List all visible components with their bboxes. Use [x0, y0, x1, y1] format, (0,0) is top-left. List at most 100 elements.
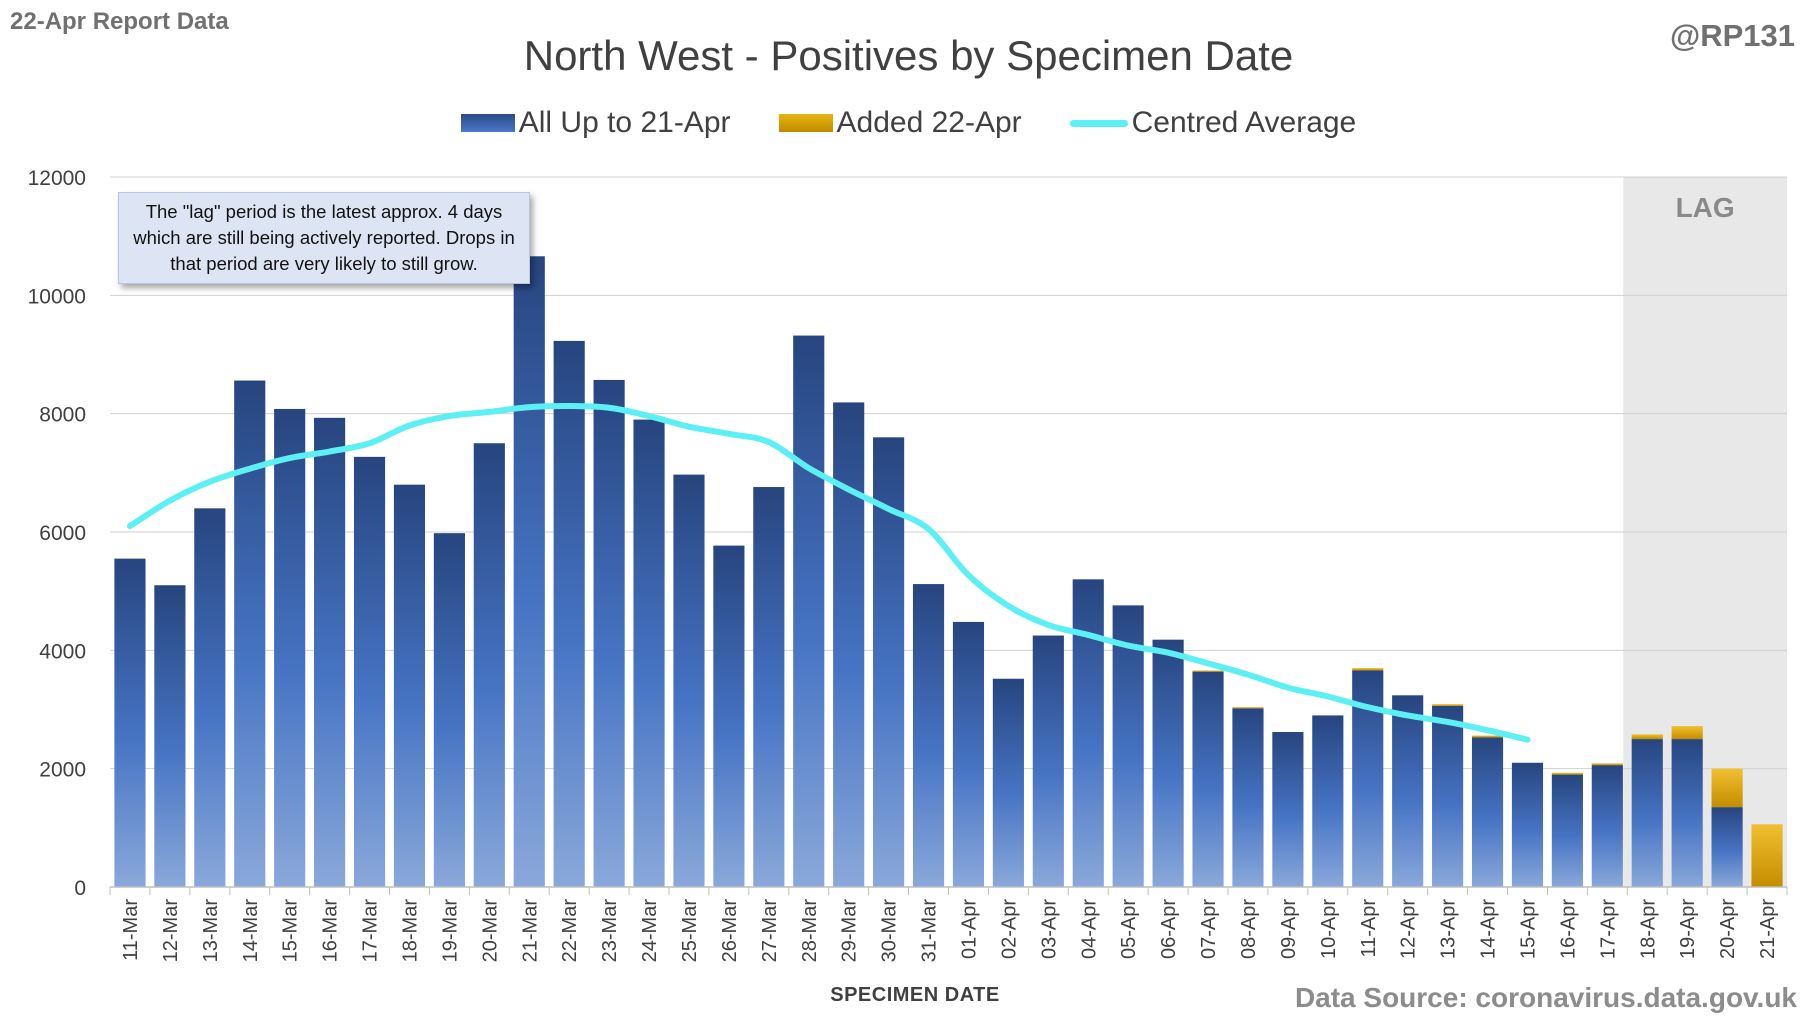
bar-added-17-Apr: [1591, 763, 1623, 766]
x-tick-label: 13-Apr: [1438, 899, 1460, 959]
legend-item-added: Added 22-Apr: [778, 106, 1022, 140]
x-tick-label: 10-Apr: [1318, 899, 1340, 959]
bar-base-04-Apr: [1072, 579, 1104, 887]
x-tick-label: 15-Mar: [280, 899, 302, 963]
bar-base-03-Apr: [1032, 635, 1064, 887]
bar-base-06-Apr: [1152, 639, 1184, 887]
y-tick-label: 0: [74, 877, 86, 900]
y-tick-label: 4000: [39, 640, 86, 663]
legend-swatch-added: [778, 114, 833, 132]
bar-base-29-Mar: [833, 402, 865, 887]
x-tick-label: 03-Apr: [1038, 899, 1060, 959]
bar-base-20-Apr: [1711, 807, 1743, 887]
bar-base-08-Apr: [1232, 708, 1264, 887]
bar-base-21-Mar: [513, 256, 545, 887]
bars: [114, 256, 1783, 888]
x-tick-label: 21-Mar: [519, 899, 541, 963]
legend-label-base: All Up to 21-Apr: [518, 106, 731, 139]
x-tick-label: 19-Mar: [439, 899, 461, 963]
bar-base-19-Apr: [1671, 739, 1703, 887]
x-tick-label: 04-Apr: [1078, 899, 1100, 959]
bar-base-19-Mar: [433, 533, 465, 887]
bar-base-05-Apr: [1112, 605, 1144, 887]
x-tick-label: 16-Mar: [320, 899, 342, 963]
x-tick-label: 25-Mar: [679, 899, 701, 963]
bar-base-12-Mar: [154, 585, 186, 887]
bar-base-10-Apr: [1312, 715, 1344, 887]
bar-added-11-Apr: [1352, 668, 1384, 671]
x-tick-label: 19-Apr: [1677, 899, 1699, 959]
bar-base-27-Mar: [753, 487, 785, 887]
author-handle: @RP131: [1669, 18, 1795, 53]
bar-added-14-Apr: [1471, 735, 1504, 738]
bar-base-23-Mar: [593, 379, 625, 887]
x-tick-label: 18-Mar: [399, 899, 421, 963]
x-tick-label: 09-Apr: [1278, 899, 1300, 959]
bar-base-14-Apr: [1471, 737, 1504, 887]
bar-base-24-Mar: [633, 419, 665, 887]
bar-base-11-Mar: [114, 558, 146, 887]
x-tick-label: 22-Mar: [559, 899, 581, 963]
lag-annotation-box: The "lag" period is the latest approx. 4…: [118, 192, 530, 284]
bar-base-14-Mar: [234, 380, 266, 887]
x-axis-label: SPECIMEN DATE: [830, 984, 1000, 1006]
bar-base-16-Apr: [1551, 774, 1583, 887]
legend: All Up to 21-Apr Added 22-Apr Centred Av…: [0, 106, 1817, 140]
bar-base-13-Apr: [1432, 705, 1464, 887]
x-tick-label: 20-Apr: [1717, 899, 1739, 959]
legend-label-average: Centred Average: [1131, 106, 1357, 139]
gridlines: [110, 176, 1787, 770]
x-tick-label: 14-Apr: [1478, 899, 1500, 959]
bar-base-12-Apr: [1392, 695, 1424, 887]
x-tick-label: 29-Mar: [839, 899, 861, 963]
legend-label-added: Added 22-Apr: [836, 106, 1022, 139]
bar-added-18-Apr: [1631, 734, 1663, 740]
x-axis-ticks: 11-Mar 12-Mar 13-Mar 14-Mar 15-Mar 16-Mar 17-M…: [109, 887, 1788, 963]
bar-base-13-Mar: [194, 508, 226, 887]
bar-base-15-Apr: [1511, 762, 1544, 887]
y-tick-label: 12000: [28, 167, 86, 190]
bar-base-20-Mar: [473, 443, 505, 887]
x-tick-label: 08-Apr: [1238, 899, 1260, 959]
x-tick-label: 31-Mar: [919, 899, 941, 963]
bar-base-02-Apr: [992, 678, 1024, 887]
x-tick-label: 15-Apr: [1517, 899, 1539, 959]
bar-added-19-Apr: [1671, 726, 1703, 740]
bar-base-09-Apr: [1272, 731, 1304, 887]
bar-base-22-Mar: [553, 340, 585, 887]
x-tick-label: 17-Apr: [1597, 899, 1619, 959]
x-tick-label: 18-Apr: [1637, 899, 1659, 959]
x-tick-label: 23-Mar: [599, 899, 621, 963]
x-tick-label: 11-Mar: [120, 899, 142, 961]
x-tick-label: 07-Apr: [1198, 899, 1220, 959]
legend-swatch-average: [1069, 119, 1128, 127]
x-tick-label: 13-Mar: [200, 899, 222, 963]
bar-added-21-Apr: [1751, 824, 1783, 887]
x-tick-label: 30-Mar: [879, 899, 901, 963]
x-tick-label: 16-Apr: [1557, 899, 1579, 959]
x-tick-label: 01-Apr: [958, 899, 980, 959]
x-tick-label: 26-Mar: [719, 899, 741, 963]
legend-swatch-base: [460, 114, 515, 132]
legend-item-base: All Up to 21-Apr: [460, 106, 731, 140]
bar-base-25-Mar: [673, 474, 705, 887]
bar-base-26-Mar: [713, 545, 745, 887]
bar-added-13-Apr: [1432, 704, 1464, 706]
lag-label: LAG: [1676, 192, 1735, 223]
chart-title: North West - Positives by Specimen Date: [523, 32, 1294, 79]
y-tick-label: 2000: [39, 759, 86, 782]
y-axis-ticks: 0 2000 4000 6000 8000 10000 12000: [28, 167, 86, 900]
x-tick-label: 06-Apr: [1158, 899, 1180, 959]
data-source-label: Data Source: coronavirus.data.gov.uk: [1294, 982, 1797, 1013]
x-tick-label: 28-Mar: [799, 899, 821, 963]
x-tick-label: 05-Apr: [1118, 899, 1140, 959]
bar-added-07-Apr: [1192, 670, 1224, 672]
bar-base-15-Mar: [274, 408, 306, 887]
x-tick-label: 02-Apr: [998, 899, 1020, 959]
legend-item-average: Centred Average: [1069, 106, 1357, 140]
bar-base-18-Apr: [1631, 739, 1663, 887]
x-tick-label: 11-Apr: [1358, 899, 1380, 958]
x-tick-label: 27-Mar: [759, 899, 781, 963]
report-date-label: 22-Apr Report Data: [10, 8, 229, 35]
